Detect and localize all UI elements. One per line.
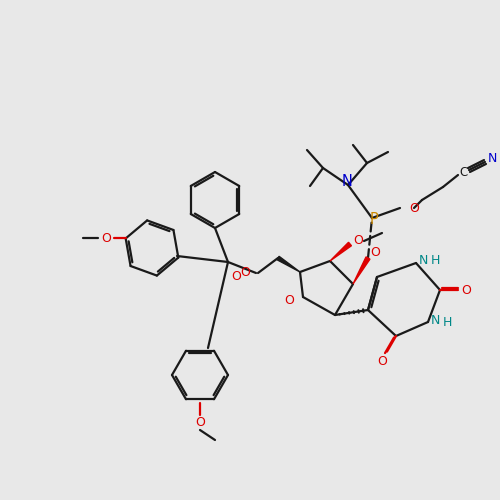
Text: N: N xyxy=(431,314,440,326)
Polygon shape xyxy=(277,256,300,272)
Text: O: O xyxy=(240,266,250,280)
Text: H: H xyxy=(443,316,452,330)
Text: O: O xyxy=(284,294,294,308)
Text: P: P xyxy=(370,212,378,228)
Text: O: O xyxy=(231,270,241,282)
Text: O: O xyxy=(353,234,363,248)
Text: C: C xyxy=(459,166,467,178)
Text: O: O xyxy=(195,416,205,430)
Text: O: O xyxy=(409,202,419,215)
Text: O: O xyxy=(461,284,471,296)
Text: N: N xyxy=(342,174,352,188)
Text: N: N xyxy=(488,152,496,164)
Text: H: H xyxy=(431,254,440,266)
Polygon shape xyxy=(353,257,370,284)
Text: O: O xyxy=(377,355,387,368)
Text: O: O xyxy=(370,246,380,260)
Polygon shape xyxy=(330,242,351,261)
Text: N: N xyxy=(419,254,428,268)
Text: O: O xyxy=(101,232,110,245)
